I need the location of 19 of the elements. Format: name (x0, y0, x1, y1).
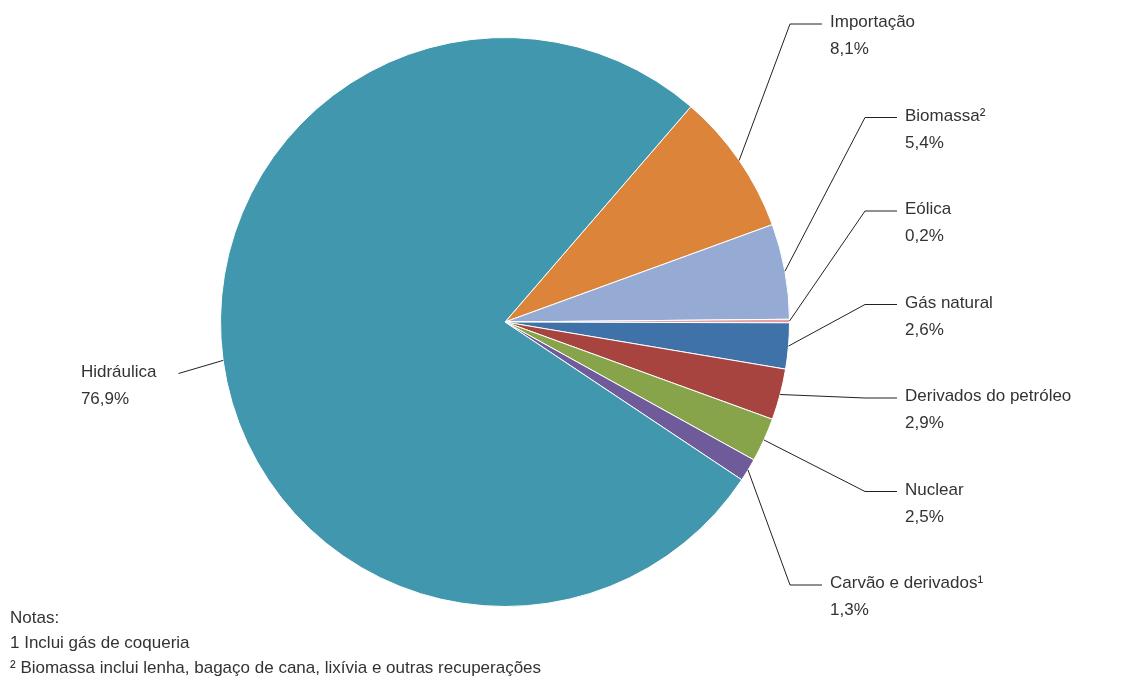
text: 1 Inclui gás de coqueria (10, 633, 191, 653)
data-label: 1,3% (830, 600, 869, 620)
data-label: 76,9% (80, 388, 130, 408)
data-label: 2,9% (905, 413, 944, 433)
text: ² Biomassa inclui lenha, bagaço de cana, lixívia e outras recuperações (10, 658, 542, 678)
slice-label: Derivados do petróleo (905, 386, 1072, 406)
slice-label: Nuclear (905, 479, 964, 499)
slice-label: Eólica (905, 199, 952, 219)
slice-label: Hidráulica (80, 361, 158, 381)
slice-label: Biomassa² (905, 105, 986, 125)
data-label: 2,6% (905, 319, 944, 339)
data-label: 0,2% (905, 226, 944, 246)
slice-label: Gás natural (905, 292, 993, 312)
data-label: 8,1% (830, 39, 869, 59)
data-label: 5,4% (905, 132, 944, 152)
slice-label: Carvão e derivados¹ (830, 573, 984, 593)
slice-label: Importação (830, 12, 916, 32)
text: Notas: (10, 608, 60, 628)
data-label: 2,5% (905, 506, 944, 526)
